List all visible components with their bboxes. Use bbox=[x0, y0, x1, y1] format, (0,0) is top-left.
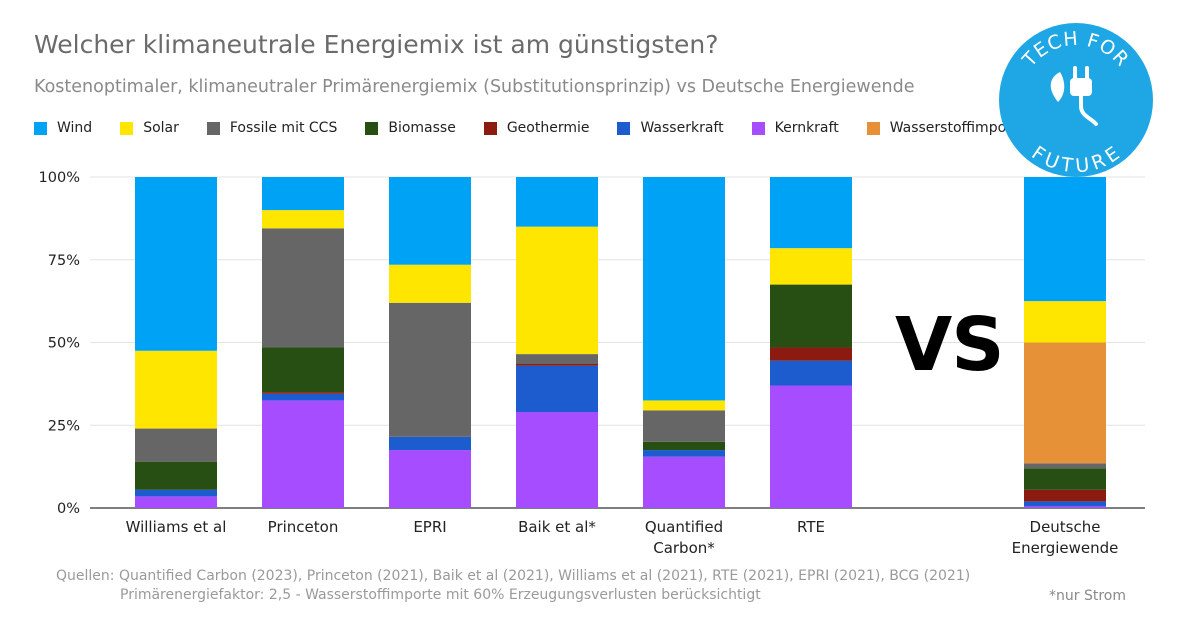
bar-segment-solar bbox=[770, 248, 852, 285]
legend-label: Kernkraft bbox=[774, 120, 839, 136]
bar-segment-kernkraft bbox=[643, 456, 725, 508]
legend-item-solar: Solar bbox=[120, 120, 179, 136]
bar-segment-wind bbox=[770, 177, 852, 249]
bar-segment-kernkraft bbox=[389, 450, 471, 508]
legend-label: Wind bbox=[57, 120, 93, 136]
bar-segment-biomasse bbox=[1024, 468, 1106, 490]
bar-segment-geothermie bbox=[262, 392, 344, 394]
bar-segment-wasserkraft bbox=[643, 450, 725, 457]
bar-segment-biomasse bbox=[770, 284, 852, 348]
bar-segment-kernkraft bbox=[135, 496, 217, 508]
bar-segment-fossile-mit-ccs bbox=[389, 302, 471, 437]
footnote: *nur Strom bbox=[1049, 588, 1126, 604]
bar-segment-fossile-mit-ccs bbox=[1024, 463, 1106, 469]
x-tick-label: Deutsche bbox=[1030, 518, 1101, 536]
bar-segment-wind bbox=[643, 177, 725, 401]
legend-item-biomasse: Biomasse bbox=[365, 120, 456, 136]
legend-item-wasserkraft: Wasserkraft bbox=[617, 120, 724, 136]
bar-segment-solar bbox=[1024, 301, 1106, 343]
bar-segment-kernkraft bbox=[262, 400, 344, 508]
y-tick-label: 25% bbox=[48, 418, 80, 434]
chart-title: Welcher klimaneutrale Energiemix ist am … bbox=[34, 30, 719, 59]
bar-segment-biomasse bbox=[643, 441, 725, 451]
bar-segment-wind bbox=[389, 177, 471, 265]
bar-segment-geothermie bbox=[516, 364, 598, 366]
bar-segment-wasserkraft bbox=[389, 436, 471, 451]
bar-segment-biomasse bbox=[135, 461, 217, 490]
legend-swatch bbox=[751, 121, 765, 135]
y-tick-label: 100% bbox=[39, 170, 80, 186]
legend-label: Solar bbox=[143, 120, 179, 136]
y-tick-label: 50% bbox=[48, 336, 80, 352]
bar-segment-fossile-mit-ccs bbox=[135, 428, 217, 462]
plug-leaf-icon bbox=[1050, 66, 1098, 126]
legend-swatch bbox=[34, 121, 47, 135]
legend-swatch bbox=[365, 121, 379, 135]
bar-segment-solar bbox=[516, 226, 598, 355]
legend-swatch bbox=[206, 121, 220, 135]
legend-item-fossile-mit-ccs: Fossile mit CCS bbox=[206, 120, 338, 136]
legend-swatch bbox=[866, 121, 880, 135]
stacked-bar-chart: 0% 25% 50% 75% 100% Williams et al Princeton EP… bbox=[39, 170, 1145, 557]
bar-segment-wind bbox=[262, 177, 344, 211]
bar-segment-fossile-mit-ccs bbox=[643, 410, 725, 442]
y-tick-label: 0% bbox=[57, 501, 80, 517]
sources-line-1: Quellen: Quantified Carbon (2023), Princ… bbox=[56, 568, 971, 584]
bar-segment-wasserstoffimporte bbox=[1024, 342, 1106, 464]
bar-segment-fossile-mit-ccs bbox=[262, 228, 344, 348]
bar-segment-solar bbox=[389, 264, 471, 303]
chart-subtitle: Kostenoptimaler, klimaneutraler Primären… bbox=[34, 77, 915, 97]
bar-segment-wasserkraft bbox=[516, 365, 598, 413]
x-tick-label: Quantified bbox=[645, 518, 723, 536]
bar-segment-kernkraft bbox=[770, 385, 852, 508]
bar-segment-wasserkraft bbox=[1024, 501, 1106, 507]
bar-segment-wind bbox=[516, 177, 598, 227]
x-tick-label: Carbon* bbox=[653, 539, 715, 557]
logo-circle bbox=[999, 23, 1153, 177]
bar-segment-solar bbox=[643, 400, 725, 411]
x-tick-label: Energiewende bbox=[1012, 539, 1119, 557]
legend-item-wind: Wind bbox=[34, 120, 92, 136]
x-tick-label: Princeton bbox=[268, 518, 339, 536]
bar-segment-biomasse bbox=[262, 347, 344, 393]
legend-item-geothermie: Geothermie bbox=[483, 120, 590, 136]
vs-label: VS bbox=[895, 302, 1005, 388]
tech-for-future-logo: TECH FOR FUTURE bbox=[999, 23, 1153, 177]
bar-segment-geothermie bbox=[1024, 489, 1106, 502]
y-tick-label: 75% bbox=[48, 253, 80, 269]
x-tick-label: RTE bbox=[797, 518, 825, 536]
x-tick-label: Baik et al* bbox=[518, 518, 596, 536]
bar-segment-fossile-mit-ccs bbox=[516, 354, 598, 365]
bar-segment-solar bbox=[135, 350, 217, 429]
legend-item-kernkraft: Kernkraft bbox=[751, 120, 839, 136]
bar-segment-wasserkraft bbox=[262, 393, 344, 401]
legend-label: Geothermie bbox=[506, 120, 590, 136]
legend-label: Biomasse bbox=[388, 120, 456, 136]
legend-swatch bbox=[120, 121, 134, 135]
legend-label: Fossile mit CCS bbox=[229, 120, 338, 136]
legend-label: Wasserkraft bbox=[640, 120, 724, 136]
legend-swatch bbox=[483, 121, 497, 135]
legend-swatch bbox=[617, 121, 631, 135]
bar-segment-wind bbox=[135, 177, 217, 351]
x-tick-label: EPRI bbox=[413, 518, 446, 536]
sources-note: Quellen: Quantified Carbon (2023), Princ… bbox=[56, 567, 970, 605]
bar-segment-geothermie bbox=[770, 347, 852, 361]
bar-segment-wind bbox=[1024, 177, 1106, 302]
sources-line-2: Primärenergiefaktor: 2,5 - Wasserstoffim… bbox=[120, 587, 761, 603]
bar-segment-wasserkraft bbox=[770, 360, 852, 386]
bar-segment-kernkraft bbox=[516, 412, 598, 508]
bar-segment-wasserkraft bbox=[135, 489, 217, 497]
legend-label: Wasserstoffimporte bbox=[889, 120, 1027, 136]
legend-item-wasserstoffimporte: Wasserstoffimporte bbox=[866, 120, 1027, 136]
bar-segment-solar bbox=[262, 210, 344, 229]
x-tick-label: Williams et al bbox=[126, 518, 227, 536]
chart-legend: Wind Solar Fossile mit CCS Biomasse Geotherm… bbox=[34, 119, 1054, 137]
bar-segment-kernkraft bbox=[1024, 506, 1106, 508]
